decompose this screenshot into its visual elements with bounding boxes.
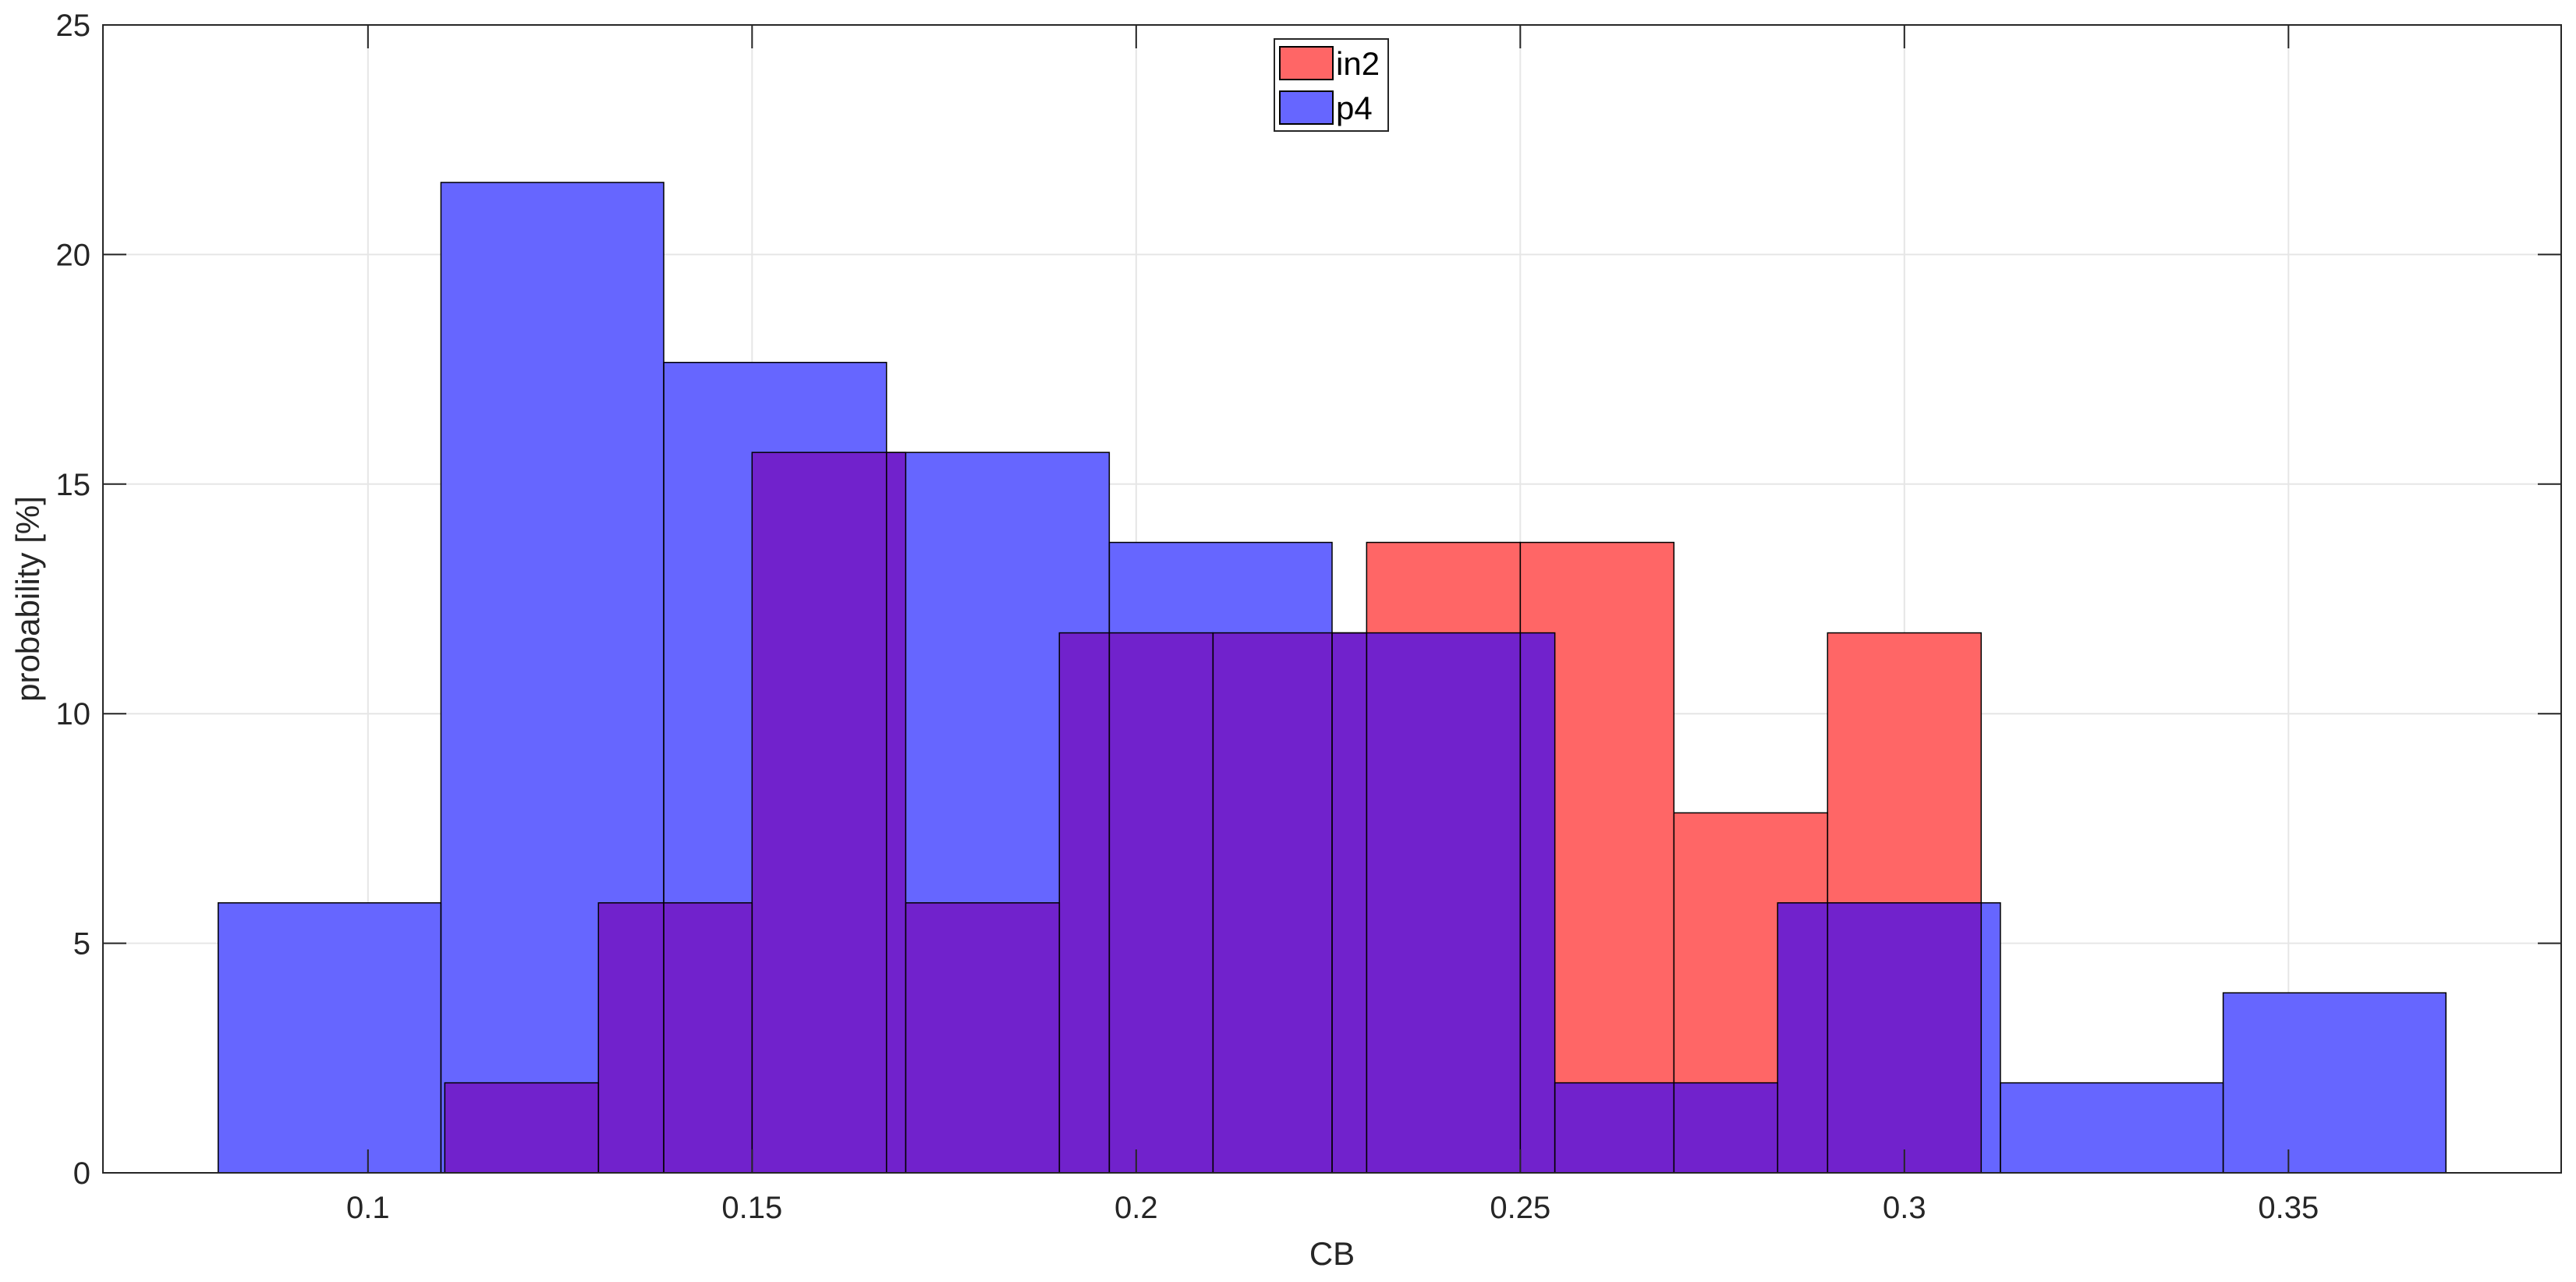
- bar-overlap: [1059, 632, 1110, 1173]
- bar-overlap: [752, 452, 887, 1173]
- bar-p4: [2223, 993, 2447, 1173]
- legend-label-in2: in2: [1336, 45, 1380, 82]
- y-tick-label: 10: [56, 697, 91, 731]
- bar-overlap: [445, 1082, 599, 1173]
- x-tick-label: 0.2: [1114, 1191, 1158, 1225]
- bar-overlap: [1366, 632, 1521, 1173]
- plot-frame: [102, 24, 2562, 1174]
- axis-ticks: [103, 24, 2561, 1174]
- y-tick-label: 15: [56, 468, 91, 502]
- bar-overlap: [1777, 902, 1828, 1173]
- x-axis-label: CB: [1309, 1235, 1355, 1272]
- bar-overlap: [664, 902, 753, 1173]
- bar-p4: [218, 902, 441, 1173]
- bar-overlap: [1520, 632, 1555, 1173]
- y-tick-label: 25: [56, 9, 91, 43]
- legend-label-p4: p4: [1336, 90, 1373, 126]
- y-tick-label: 5: [73, 927, 90, 962]
- legend: in2 p4: [1274, 38, 1389, 132]
- bar-overlap: [1213, 632, 1332, 1173]
- bar-overlap: [1674, 1082, 1778, 1173]
- x-tick-label: 0.35: [2258, 1191, 2319, 1225]
- bar-overlap: [1109, 632, 1214, 1173]
- bar-overlap: [1332, 632, 1367, 1173]
- bar-overlap: [905, 902, 1060, 1173]
- legend-swatch-in2: [1279, 46, 1334, 80]
- y-axis-label: probability [%]: [9, 496, 46, 702]
- bar-edges: [218, 182, 2447, 1174]
- bar-overlap: [598, 902, 664, 1173]
- y-tick-label: 0: [73, 1156, 90, 1191]
- bar-overlap: [886, 452, 906, 1173]
- x-tick-label: 0.25: [1490, 1191, 1550, 1225]
- x-tick-labels: 0.1 0.15 0.2 0.25 0.3 0.35: [346, 1191, 2319, 1225]
- y-tick-labels: 0 5 10 15 20 25: [56, 9, 91, 1191]
- x-tick-label: 0.3: [1883, 1191, 1926, 1225]
- legend-swatch-p4: [1279, 90, 1334, 125]
- bar-overlap: [1827, 902, 1982, 1173]
- bar-overlap: [1554, 1082, 1674, 1173]
- x-tick-label: 0.1: [346, 1191, 390, 1225]
- bar-p4: [2000, 1082, 2223, 1173]
- overlap-bars: [445, 452, 1982, 1173]
- x-tick-label: 0.15: [721, 1191, 782, 1225]
- y-tick-label: 20: [56, 238, 91, 272]
